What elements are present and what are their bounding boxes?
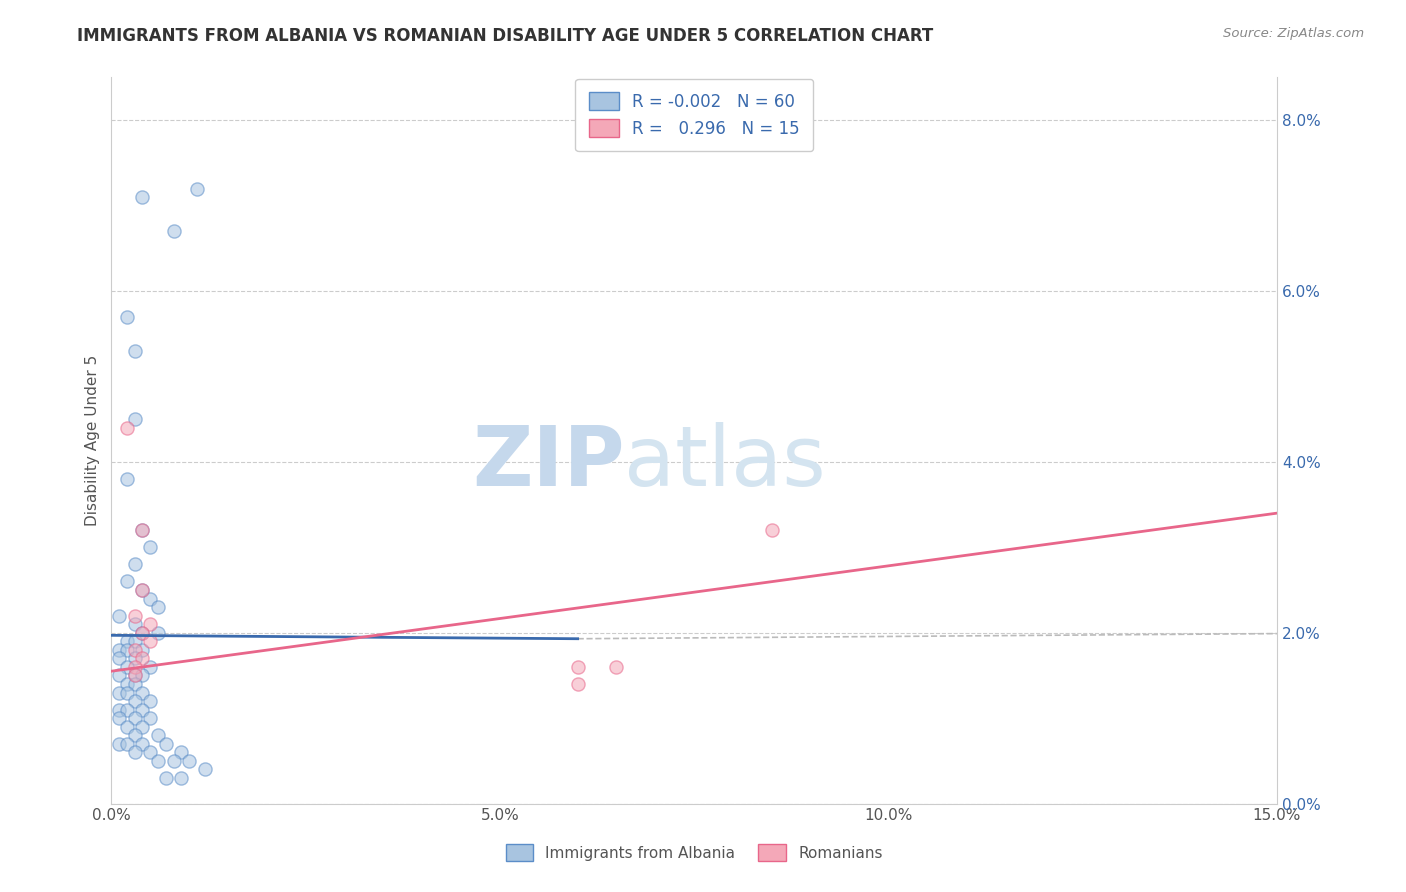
Point: [131, 737, 153, 751]
Point: [115, 677, 138, 691]
Point: [162, 224, 184, 238]
Point: [108, 608, 131, 623]
Point: [124, 668, 146, 682]
Point: [146, 600, 169, 615]
Point: [124, 343, 146, 358]
Point: [124, 608, 146, 623]
Point: [124, 634, 146, 648]
Point: [124, 711, 146, 725]
Point: [194, 763, 217, 777]
Point: [115, 737, 138, 751]
Point: [131, 582, 153, 597]
Point: [139, 745, 162, 759]
Point: [146, 754, 169, 768]
Point: [131, 523, 153, 537]
Point: [108, 703, 131, 717]
Point: [131, 651, 153, 665]
Text: atlas: atlas: [624, 422, 825, 503]
Point: [567, 677, 589, 691]
Point: [115, 685, 138, 699]
Point: [131, 703, 153, 717]
Point: [131, 625, 153, 640]
Text: Source: ZipAtlas.com: Source: ZipAtlas.com: [1223, 27, 1364, 40]
Point: [146, 625, 169, 640]
Point: [115, 660, 138, 674]
Point: [131, 668, 153, 682]
Point: [124, 745, 146, 759]
Point: [124, 677, 146, 691]
Point: [124, 651, 146, 665]
Point: [131, 523, 153, 537]
Point: [124, 617, 146, 632]
Point: [131, 190, 153, 204]
Point: [115, 703, 138, 717]
Point: [115, 720, 138, 734]
Point: [115, 643, 138, 657]
Point: [115, 472, 138, 486]
Point: [170, 745, 193, 759]
Y-axis label: Disability Age Under 5: Disability Age Under 5: [86, 355, 100, 526]
Point: [131, 685, 153, 699]
Point: [115, 421, 138, 435]
Point: [124, 694, 146, 708]
Point: [108, 651, 131, 665]
Point: [115, 310, 138, 324]
Point: [115, 574, 138, 589]
Point: [131, 625, 153, 640]
Point: [139, 711, 162, 725]
Point: [124, 558, 146, 572]
Point: [124, 412, 146, 426]
Point: [139, 541, 162, 555]
Point: [108, 685, 131, 699]
Point: [605, 660, 627, 674]
Point: [155, 737, 177, 751]
Point: [170, 771, 193, 785]
Text: ZIP: ZIP: [472, 422, 624, 503]
Point: [155, 771, 177, 785]
Point: [124, 660, 146, 674]
Point: [131, 720, 153, 734]
Point: [124, 668, 146, 682]
Point: [124, 728, 146, 742]
Point: [139, 634, 162, 648]
Point: [139, 660, 162, 674]
Point: [146, 728, 169, 742]
Point: [179, 754, 201, 768]
Point: [567, 660, 589, 674]
Point: [108, 711, 131, 725]
Point: [139, 694, 162, 708]
Point: [108, 668, 131, 682]
Text: IMMIGRANTS FROM ALBANIA VS ROMANIAN DISABILITY AGE UNDER 5 CORRELATION CHART: IMMIGRANTS FROM ALBANIA VS ROMANIAN DISA…: [77, 27, 934, 45]
Point: [115, 634, 138, 648]
Point: [124, 643, 146, 657]
Legend: R = -0.002   N = 60, R =   0.296   N = 15: R = -0.002 N = 60, R = 0.296 N = 15: [575, 78, 813, 151]
Point: [162, 754, 184, 768]
Point: [131, 643, 153, 657]
Point: [761, 523, 783, 537]
Point: [139, 617, 162, 632]
Point: [131, 582, 153, 597]
Point: [108, 737, 131, 751]
Point: [108, 643, 131, 657]
Point: [139, 591, 162, 606]
Point: [186, 181, 208, 195]
